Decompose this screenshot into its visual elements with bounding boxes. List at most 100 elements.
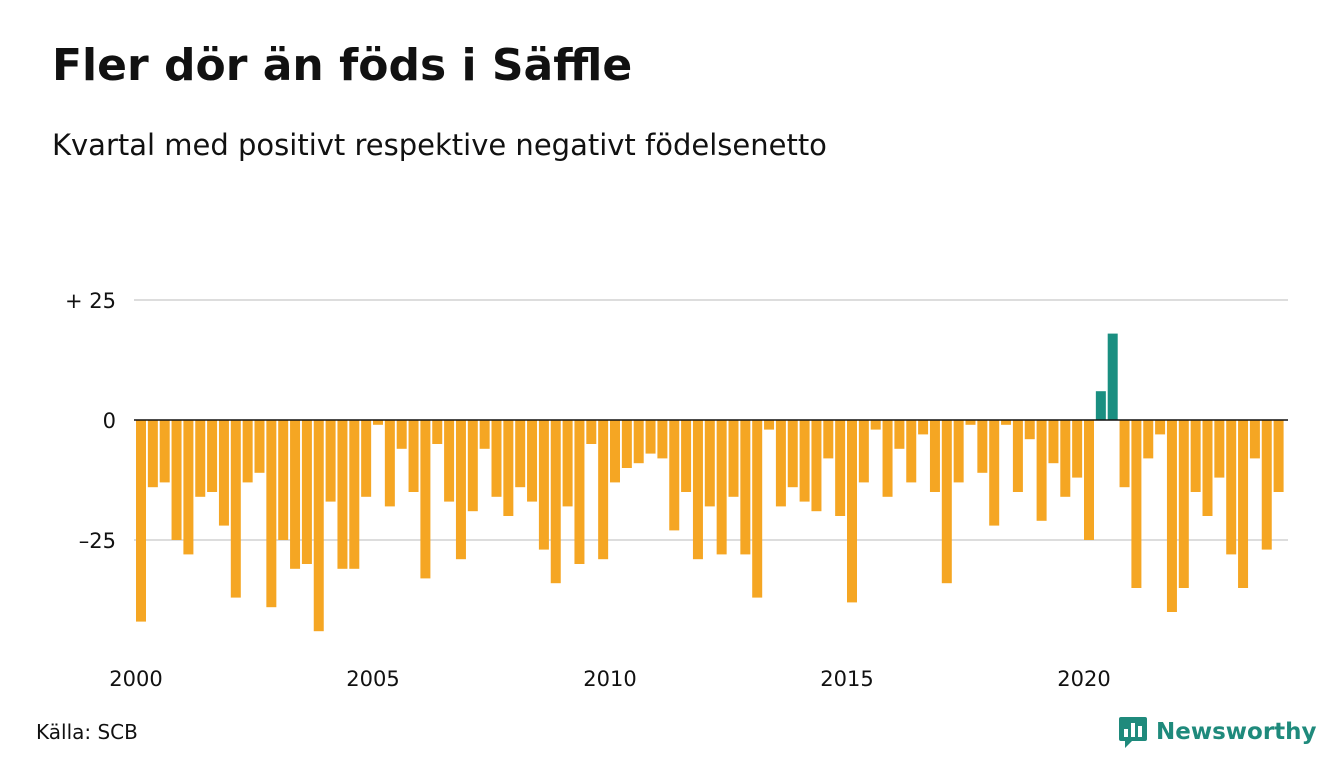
- bar: [1001, 420, 1012, 425]
- bar: [787, 420, 798, 488]
- bar: [171, 420, 182, 540]
- bar: [929, 420, 940, 492]
- bar: [254, 420, 265, 473]
- bar: [1095, 391, 1106, 420]
- bar: [1048, 420, 1059, 464]
- x-tick-label: 2015: [820, 667, 873, 691]
- bar: [1214, 420, 1225, 478]
- bar: [503, 420, 514, 516]
- bar: [373, 420, 383, 425]
- bar: [147, 420, 158, 488]
- bar: [977, 420, 988, 473]
- bar: [692, 420, 703, 560]
- bar: [1166, 420, 1177, 612]
- bar: [1084, 420, 1094, 540]
- bar: [669, 420, 680, 531]
- newsworthy-logo[interactable]: Newsworthy: [1118, 714, 1317, 750]
- bar: [1155, 420, 1166, 435]
- bar: [527, 420, 538, 502]
- bar: [396, 420, 407, 449]
- bar: [183, 420, 194, 555]
- bar: [811, 420, 822, 512]
- bar: [716, 420, 727, 555]
- bar: [847, 420, 857, 603]
- bar: [704, 420, 715, 507]
- bar: [515, 420, 526, 488]
- bar: [1261, 420, 1272, 550]
- bar: [1178, 420, 1189, 588]
- bar: [823, 420, 834, 459]
- bar: [384, 420, 395, 507]
- bar: [1190, 420, 1201, 492]
- gridlines: [134, 299, 1288, 541]
- bar: [1012, 420, 1023, 492]
- x-tick-label: 2010: [583, 667, 636, 691]
- chart-title: Fler dör än föds i Säffle: [52, 40, 633, 91]
- bar: [633, 420, 644, 464]
- bar: [728, 420, 739, 497]
- bar: [491, 420, 502, 497]
- bar: [1131, 420, 1142, 588]
- bar: [1036, 420, 1047, 521]
- y-axis-ticks: + 25 0 –25: [65, 289, 116, 553]
- bar: [894, 420, 905, 449]
- bar: [467, 420, 478, 512]
- bar: [444, 420, 455, 502]
- bar: [562, 420, 573, 507]
- bar: [953, 420, 964, 483]
- y-tick-label: + 25: [65, 289, 116, 313]
- bar: [1249, 420, 1260, 459]
- bar: [1226, 420, 1237, 555]
- bar: [290, 420, 301, 569]
- bar: [1119, 420, 1130, 488]
- bar: [764, 420, 775, 430]
- bar: [1238, 420, 1249, 588]
- bar: [882, 420, 893, 497]
- bar: [681, 420, 692, 492]
- y-tick-label: –25: [79, 529, 116, 553]
- bar: [1024, 420, 1035, 440]
- bar: [479, 420, 490, 449]
- bar: [538, 420, 549, 550]
- bar: [610, 420, 620, 483]
- bar: [1060, 420, 1071, 497]
- bar: [266, 420, 277, 608]
- bar: [752, 420, 763, 598]
- bar: [1273, 420, 1284, 492]
- bar: [598, 420, 609, 560]
- bar: [799, 420, 810, 502]
- bar: [325, 420, 336, 502]
- bar: [775, 420, 786, 507]
- bar: [349, 420, 360, 569]
- bar: [1202, 420, 1213, 516]
- source-note: Källa: SCB: [36, 720, 138, 744]
- bar: [230, 420, 241, 598]
- bar: [242, 420, 253, 483]
- bar: [1107, 333, 1118, 420]
- bar: [989, 420, 1000, 526]
- bar: [586, 420, 597, 444]
- bar: [455, 420, 466, 560]
- bar: [870, 420, 881, 430]
- brand-name: Newsworthy: [1156, 719, 1317, 745]
- bar: [301, 420, 312, 564]
- x-tick-label: 2005: [346, 667, 399, 691]
- bar: [835, 420, 846, 516]
- y-tick-label: 0: [103, 409, 116, 433]
- x-axis-ticks: 2000 2005 2010 2015 2020: [109, 667, 1110, 691]
- bar: [207, 420, 218, 492]
- bar: [918, 420, 929, 435]
- bar: [574, 420, 585, 564]
- bar: [278, 420, 289, 540]
- bar: [432, 420, 443, 444]
- x-tick-label: 2020: [1057, 667, 1110, 691]
- bar: [1143, 420, 1154, 459]
- bar: [420, 420, 431, 579]
- bar: [313, 420, 324, 632]
- bar: [657, 420, 668, 459]
- bar: [645, 420, 656, 454]
- bars: [136, 333, 1284, 632]
- bar: [1072, 420, 1083, 478]
- bar: [621, 420, 632, 468]
